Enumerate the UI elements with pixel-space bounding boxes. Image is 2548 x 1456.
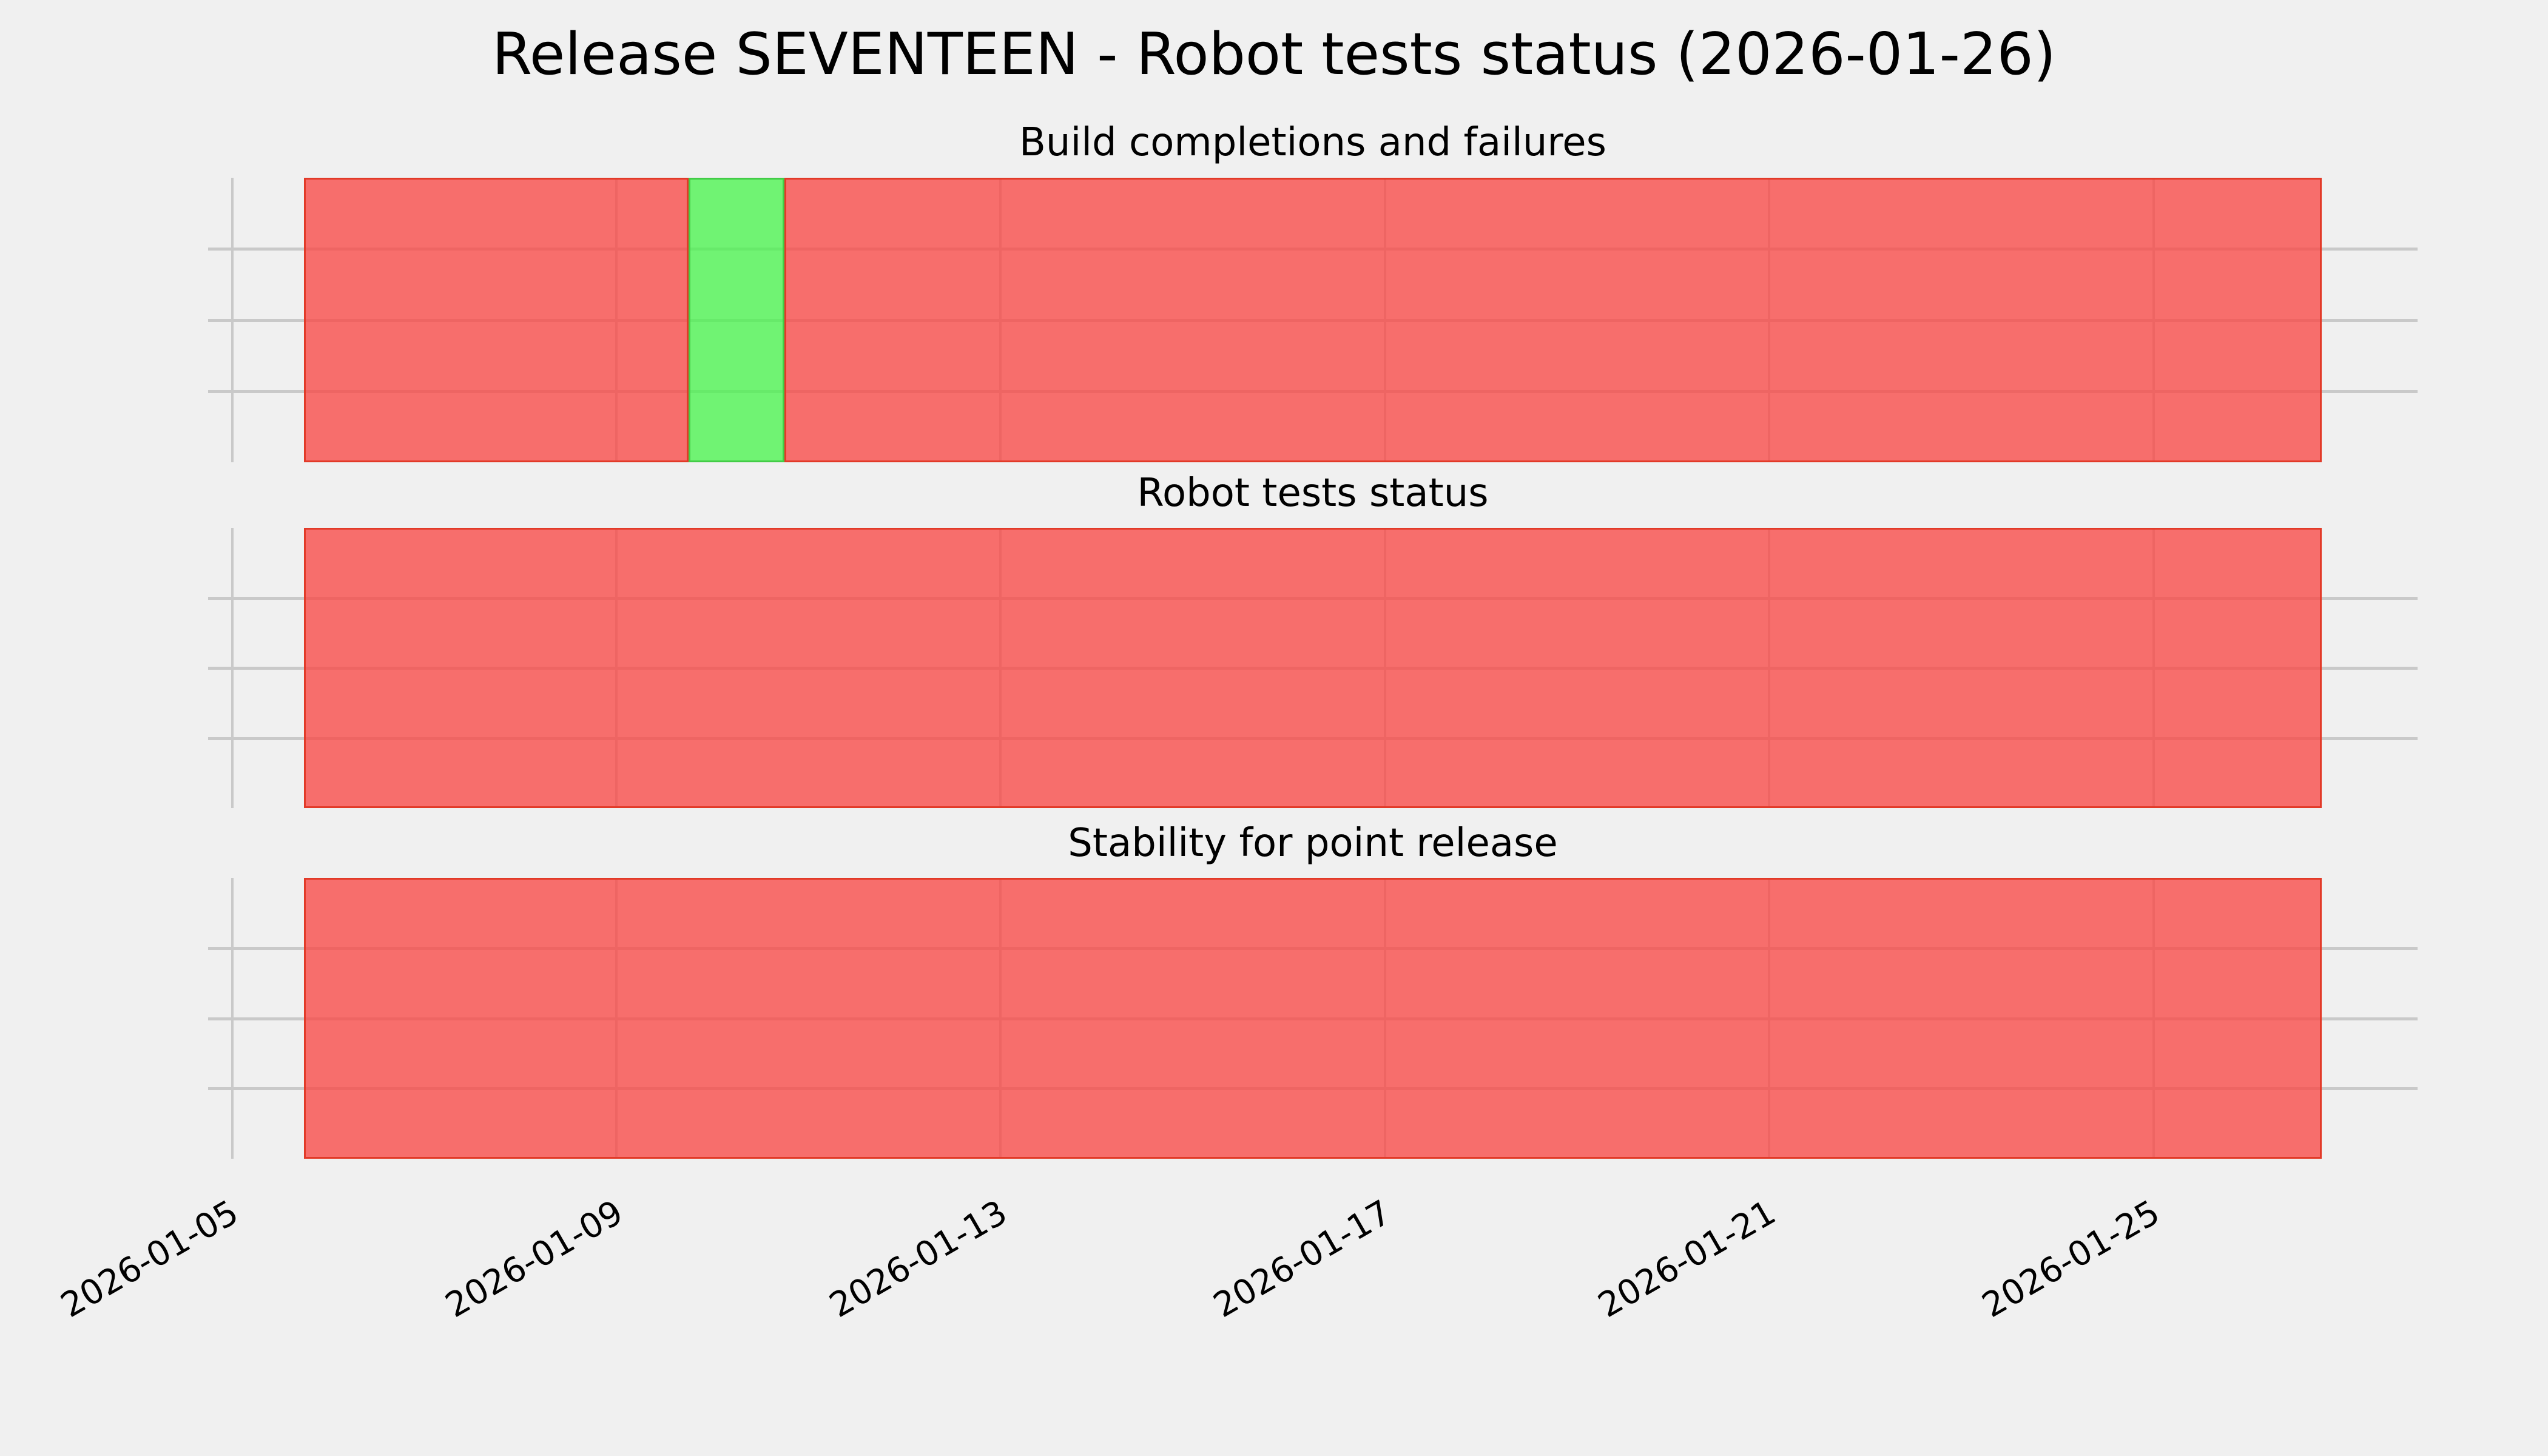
subplot-robot-tests: [208, 528, 2418, 808]
subplot-title-robot-tests: Robot tests status: [1137, 471, 1489, 516]
subplot-build-completions: [208, 178, 2418, 462]
x-tick-label: 2026-01-21: [1591, 1193, 1782, 1326]
x-tick-label: 2026-01-25: [1975, 1193, 2167, 1326]
x-tick-label: 2026-01-17: [1207, 1193, 1398, 1326]
x-tick-label: 2026-01-09: [439, 1193, 630, 1326]
figure-suptitle: Release SEVENTEEN - Robot tests status (…: [492, 21, 2056, 88]
status-segment-fail: [784, 178, 2322, 462]
subplot-title-stability: Stability for point release: [1068, 821, 1558, 866]
subplot-title-build-completions: Build completions and failures: [1019, 120, 1606, 165]
x-tick-label: 2026-01-13: [823, 1193, 1014, 1326]
status-segment-fail: [304, 528, 2322, 808]
subplot-stability: [208, 878, 2418, 1159]
x-tick-label: 2026-01-05: [54, 1193, 246, 1326]
status-segment-pass: [688, 178, 785, 462]
status-segment-fail: [304, 878, 2322, 1159]
status-segment-fail: [304, 178, 689, 462]
